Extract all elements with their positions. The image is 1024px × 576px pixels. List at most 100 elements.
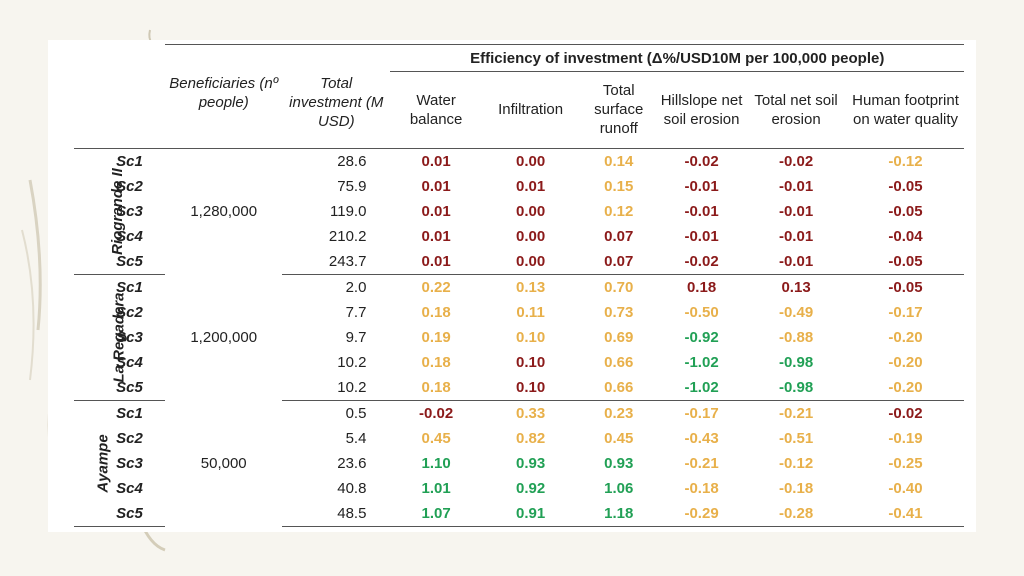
header-investment: Total investment (M USD) <box>289 74 384 130</box>
efficiency-value: 0.66 <box>579 374 659 401</box>
table-row: Sc2 75.9 0.01 0.01 0.15 -0.01 -0.01 -0.05 <box>74 174 964 199</box>
scenario-label: Sc4 <box>116 227 143 245</box>
table-row: Sc3 9.7 0.19 0.10 0.69 -0.92 -0.88 -0.20 <box>74 325 964 350</box>
efficiency-value: -1.02 <box>684 353 719 371</box>
efficiency-value: -0.05 <box>847 248 964 275</box>
investment-value: 28.6 <box>337 152 367 170</box>
efficiency-value: 0.15 <box>604 177 634 195</box>
efficiency-value: -0.02 <box>778 152 814 170</box>
table-row: Ayampe Sc1 50,000 0.5 -0.02 0.33 0.23 -0.17 -0.2… <box>74 400 964 527</box>
efficiency-value: -0.01 <box>684 227 719 245</box>
scenario-label: Sc5 <box>110 374 166 401</box>
efficiency-value: -0.28 <box>745 500 848 527</box>
efficiency-value: -0.43 <box>684 429 719 447</box>
investment-value: 243.7 <box>282 248 391 275</box>
efficiency-value: -1.02 <box>658 374 746 401</box>
efficiency-value: -0.49 <box>778 303 814 321</box>
beneficiaries-value: 50,000 <box>200 454 247 472</box>
efficiency-value: -0.50 <box>684 303 719 321</box>
investment-value: 23.6 <box>337 454 367 472</box>
investment-value: 10.2 <box>282 374 391 401</box>
efficiency-value: -0.19 <box>888 429 923 447</box>
header-hillslope: Hillslope net soil erosion <box>660 91 743 128</box>
efficiency-value: -0.02 <box>684 152 719 170</box>
efficiency-value: -0.98 <box>745 374 848 401</box>
table-row: La Regadera Sc1 1,200,000 2.0 0.22 0.13 0.70 0.… <box>74 274 964 401</box>
investment-value: 75.9 <box>337 177 367 195</box>
efficiency-value: 0.33 <box>516 404 546 422</box>
scenario-label: Sc3 <box>116 454 143 472</box>
efficiency-value: 0.11 <box>516 303 545 321</box>
efficiency-value: -0.01 <box>778 227 814 245</box>
site-name: Ayampe <box>94 433 112 493</box>
table-row: Sc4 40.8 1.01 0.92 1.06 -0.18 -0.18 -0.40 <box>74 476 964 501</box>
table-row: Sc2 7.7 0.18 0.11 0.73 -0.50 -0.49 -0.17 <box>74 300 964 325</box>
efficiency-value: -0.20 <box>888 353 923 371</box>
scenario-label: Sc2 <box>116 303 143 321</box>
investment-value: 5.4 <box>345 429 367 447</box>
efficiency-value: 0.82 <box>516 429 546 447</box>
efficiency-value: -0.18 <box>684 479 719 497</box>
investment-value: 119.0 <box>330 202 367 220</box>
efficiency-value: -0.04 <box>888 227 923 245</box>
efficiency-value: -0.29 <box>658 500 746 527</box>
efficiency-value: 0.10 <box>516 328 546 346</box>
scenario-label: Sc3 <box>116 328 143 346</box>
beneficiaries-value: 1,200,000 <box>190 328 258 346</box>
efficiency-value: -0.25 <box>888 454 923 472</box>
efficiency-value: 0.13 <box>516 278 546 296</box>
investment-value: 7.7 <box>345 303 367 321</box>
efficiency-value: 0.69 <box>604 328 634 346</box>
efficiency-value: -0.41 <box>847 500 964 527</box>
efficiency-value: 0.18 <box>421 303 451 321</box>
header-infiltration: Infiltration <box>498 101 564 119</box>
investment-value: 0.5 <box>345 404 367 422</box>
efficiency-value: -0.17 <box>684 404 719 422</box>
efficiency-value: 0.00 <box>516 152 546 170</box>
efficiency-value: -0.18 <box>778 479 814 497</box>
table-row: Riogrande II Sc1 1,280,000 28.6 0.01 0.00 0.14… <box>74 148 964 275</box>
efficiency-value: -0.21 <box>778 404 814 422</box>
efficiency-value: -0.05 <box>888 278 923 296</box>
efficiency-value: -0.21 <box>684 454 719 472</box>
site-label: Riogrande II <box>74 148 126 275</box>
efficiency-value: -0.12 <box>888 152 923 170</box>
efficiency-value: 0.70 <box>604 278 634 296</box>
header-beneficiaries: Beneficiaries (nº people) <box>169 74 279 111</box>
efficiency-value: 0.92 <box>516 479 546 497</box>
efficiency-value: 0.18 <box>421 353 451 371</box>
efficiency-value: 0.12 <box>604 202 634 220</box>
efficiency-value: 0.01 <box>390 248 482 275</box>
scenario-label: Sc5 <box>110 248 166 275</box>
efficiency-value: 0.93 <box>516 454 546 472</box>
scenario-label: Sc3 <box>116 202 143 220</box>
scenario-label: Sc5 <box>110 500 166 527</box>
efficiency-value: 0.01 <box>421 227 451 245</box>
efficiency-value: 1.06 <box>604 479 634 497</box>
header-total-erosion: Total net soil erosion <box>754 91 838 128</box>
efficiency-value: 0.07 <box>604 227 634 245</box>
efficiency-value: -0.01 <box>684 202 719 220</box>
efficiency-value: 0.93 <box>604 454 634 472</box>
table-row: Sc4 10.2 0.18 0.10 0.66 -1.02 -0.98 -0.20 <box>74 350 964 375</box>
efficiency-value: 0.45 <box>604 429 634 447</box>
efficiency-header: Efficiency of investment (Δ%/USD10M per … <box>390 44 964 72</box>
efficiency-table: Efficiency of investment (Δ%/USD10M per … <box>74 44 964 527</box>
efficiency-value: 0.73 <box>604 303 634 321</box>
efficiency-value: -0.51 <box>778 429 814 447</box>
efficiency-value: 0.10 <box>516 353 546 371</box>
efficiency-value: 0.10 <box>481 374 580 401</box>
efficiency-value: -0.17 <box>888 303 923 321</box>
efficiency-value: 0.01 <box>421 152 451 170</box>
efficiency-value: 1.01 <box>421 479 451 497</box>
investment-value: 40.8 <box>337 479 367 497</box>
efficiency-value: 1.07 <box>390 500 482 527</box>
scenario-label: Sc2 <box>116 177 143 195</box>
efficiency-value: 0.19 <box>421 328 451 346</box>
site-label: Ayampe <box>74 400 112 527</box>
efficiency-value: -0.98 <box>778 353 814 371</box>
site-name: Riogrande II <box>108 167 126 255</box>
investment-value: 48.5 <box>282 500 391 527</box>
efficiency-value: 0.00 <box>516 227 546 245</box>
efficiency-value: 1.10 <box>421 454 451 472</box>
